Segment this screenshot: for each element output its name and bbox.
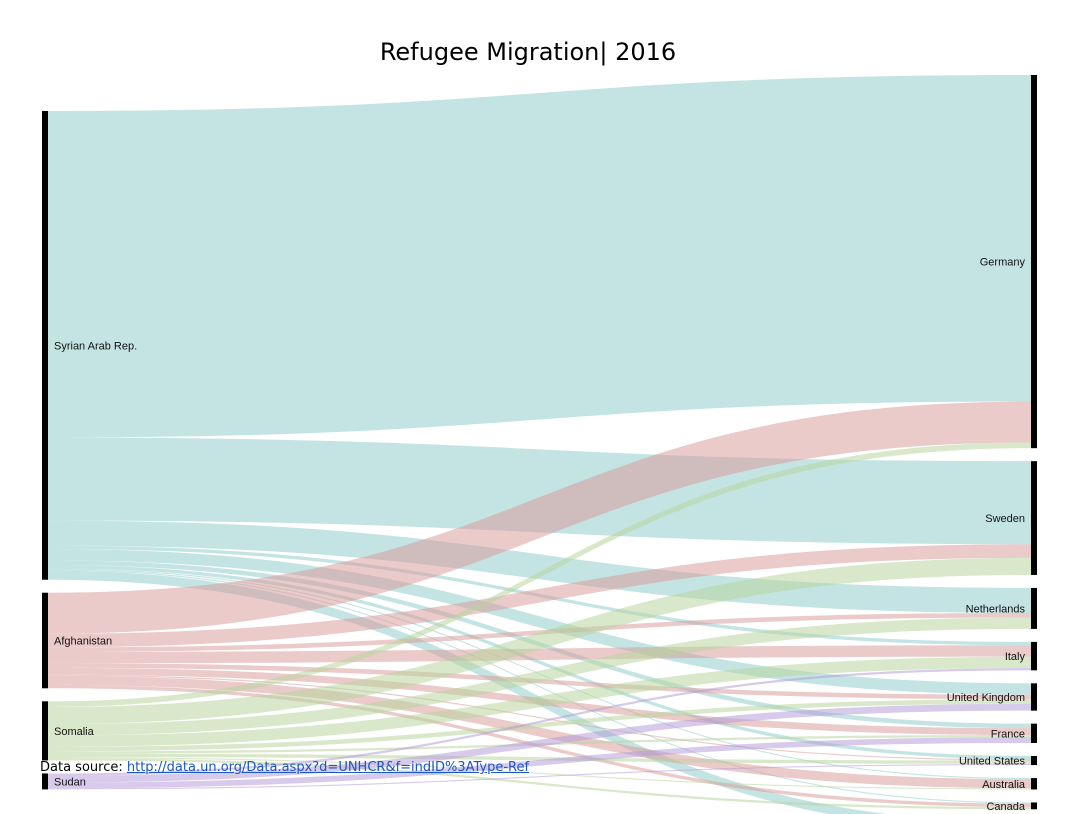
- link-afghanistan-to-sweden: [48, 544, 1031, 648]
- node-syrian-arab-rep: [42, 111, 48, 580]
- node-labels: Syrian Arab Rep. Afghanistan Somalia Sudan G…: [54, 257, 1026, 813]
- label-afghanistan: Afghanistan: [54, 636, 112, 648]
- node-afghanistan: [42, 592, 48, 689]
- link-somalia-to-united-states: [48, 753, 1031, 764]
- link-syrian-arab-rep-to-united-kingdom: [48, 549, 1031, 695]
- label-netherlands: Netherlands: [966, 603, 1026, 615]
- label-australia: Australia: [982, 779, 1026, 791]
- node-sudan: [42, 773, 48, 790]
- node-somalia: [42, 701, 48, 761]
- label-germany: Germany: [980, 257, 1026, 269]
- label-sweden: Sweden: [985, 513, 1025, 525]
- nodes: [42, 75, 1037, 810]
- link-syrian-arab-rep-to-united-states: [48, 564, 1031, 760]
- label-sudan: Sudan: [54, 776, 86, 788]
- label-france: France: [991, 728, 1025, 740]
- node-united-states: [1031, 755, 1037, 766]
- link-somalia-to-australia: [48, 757, 1031, 790]
- data-source-prefix: Data source:: [40, 760, 127, 775]
- node-united-kingdom: [1031, 683, 1037, 711]
- link-somalia-to-canada: [48, 758, 1031, 810]
- link-somalia-to-italy: [48, 656, 1031, 747]
- link-somalia-to-germany: [48, 442, 1031, 707]
- node-sweden: [1031, 461, 1037, 575]
- data-source: Data source: http://data.un.org/Data.asp…: [40, 760, 529, 775]
- node-germany: [1031, 75, 1037, 449]
- label-somalia: Somalia: [54, 726, 95, 738]
- link-sudan-to-united-kingdom: [48, 703, 1031, 783]
- label-canada: Canada: [986, 801, 1025, 813]
- chart-title: Refugee Migration| 2016: [380, 38, 676, 66]
- data-source-link[interactable]: http://data.un.org/Data.aspx?d=UNHCR&f=i…: [126, 760, 530, 775]
- link-sudan-to-italy: [48, 668, 1031, 776]
- node-italy: [1031, 641, 1037, 671]
- label-united-kingdom: United Kingdom: [947, 692, 1025, 704]
- link-sudan-to-united-states: [48, 763, 1031, 790]
- flow-links: [48, 75, 1031, 814]
- label-united-states: United States: [959, 756, 1026, 768]
- link-afghanistan-to-italy: [48, 645, 1031, 664]
- node-netherlands: [1031, 587, 1037, 629]
- label-italy: Italy: [1005, 651, 1026, 663]
- link-sudan-to-france: [48, 737, 1031, 789]
- node-canada: [1031, 802, 1037, 810]
- link-syrian-arab-rep-to-sweden: [48, 437, 1031, 545]
- link-somalia-to-sweden: [48, 557, 1031, 725]
- node-australia: [1031, 778, 1037, 790]
- link-somalia-to-united-kingdom: [48, 699, 1031, 752]
- link-somalia-to-netherlands: [48, 617, 1031, 736]
- link-afghanistan-to-united-states: [48, 674, 1031, 761]
- link-syrian-arab-rep-to-germany: [48, 75, 1031, 438]
- link-afghanistan-to-germany: [48, 401, 1031, 634]
- node-france: [1031, 723, 1037, 743]
- label-syrian-arab-rep: Syrian Arab Rep.: [54, 340, 137, 352]
- link-afghanistan-to-australia: [48, 675, 1031, 789]
- link-syrian-arab-rep-to-canada: [48, 569, 1031, 804]
